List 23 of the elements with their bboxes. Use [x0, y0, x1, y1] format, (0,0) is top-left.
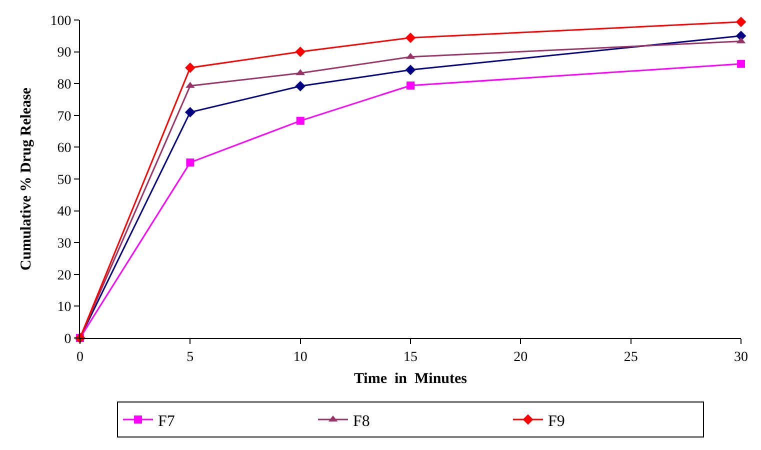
x-tick-label: 25	[624, 350, 638, 365]
legend-label: F9	[548, 412, 565, 430]
y-tick-label: 40	[57, 204, 72, 220]
x-tick-label: 5	[186, 350, 194, 365]
x-tick-label: 15	[404, 350, 418, 365]
y-tick-label: 30	[57, 236, 72, 252]
y-tick-label: 70	[57, 109, 72, 124]
y-tick-label: 0	[64, 332, 72, 347]
y-tick-label: 90	[57, 46, 72, 61]
x-tick-label: 10	[293, 350, 308, 365]
y-tick-label: 10	[57, 300, 72, 316]
x-tick-label: 20	[514, 350, 528, 365]
y-tick-label: 100	[50, 14, 72, 29]
y-tick-label: 80	[57, 78, 72, 92]
y-axis-title: Cumulative % Drug Release	[18, 87, 34, 270]
x-axis-title: Time in Minutes	[354, 370, 468, 387]
legend-label: F8	[353, 412, 370, 430]
x-tick-label: 30	[734, 350, 748, 365]
y-tick-label: 20	[57, 268, 72, 284]
y-tick-label: 50	[57, 172, 72, 188]
x-tick-label: 0	[76, 350, 84, 365]
legend-label: F7	[158, 412, 175, 430]
y-tick-label: 60	[57, 141, 72, 156]
